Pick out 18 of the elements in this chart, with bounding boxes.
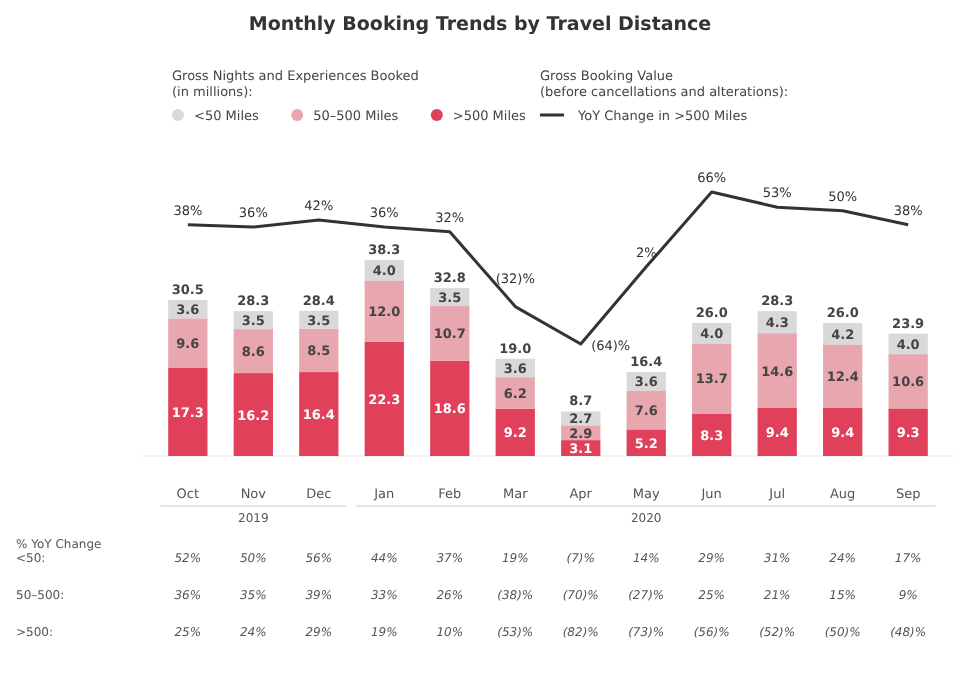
bar [233, 373, 273, 456]
bar [757, 407, 797, 456]
bar [430, 306, 470, 361]
chart-title: Monthly Booking Trends by Travel Distance [248, 14, 712, 36]
bar [364, 341, 404, 456]
bar [495, 408, 535, 456]
bar [757, 333, 797, 408]
bar [299, 372, 339, 456]
bar [168, 367, 208, 456]
bar [168, 318, 208, 368]
bar [626, 390, 666, 430]
bar [888, 408, 928, 456]
bar [430, 360, 470, 456]
bar [823, 407, 863, 456]
bar [233, 329, 273, 374]
bar [692, 343, 732, 414]
bar [823, 344, 863, 408]
bar [364, 280, 404, 342]
